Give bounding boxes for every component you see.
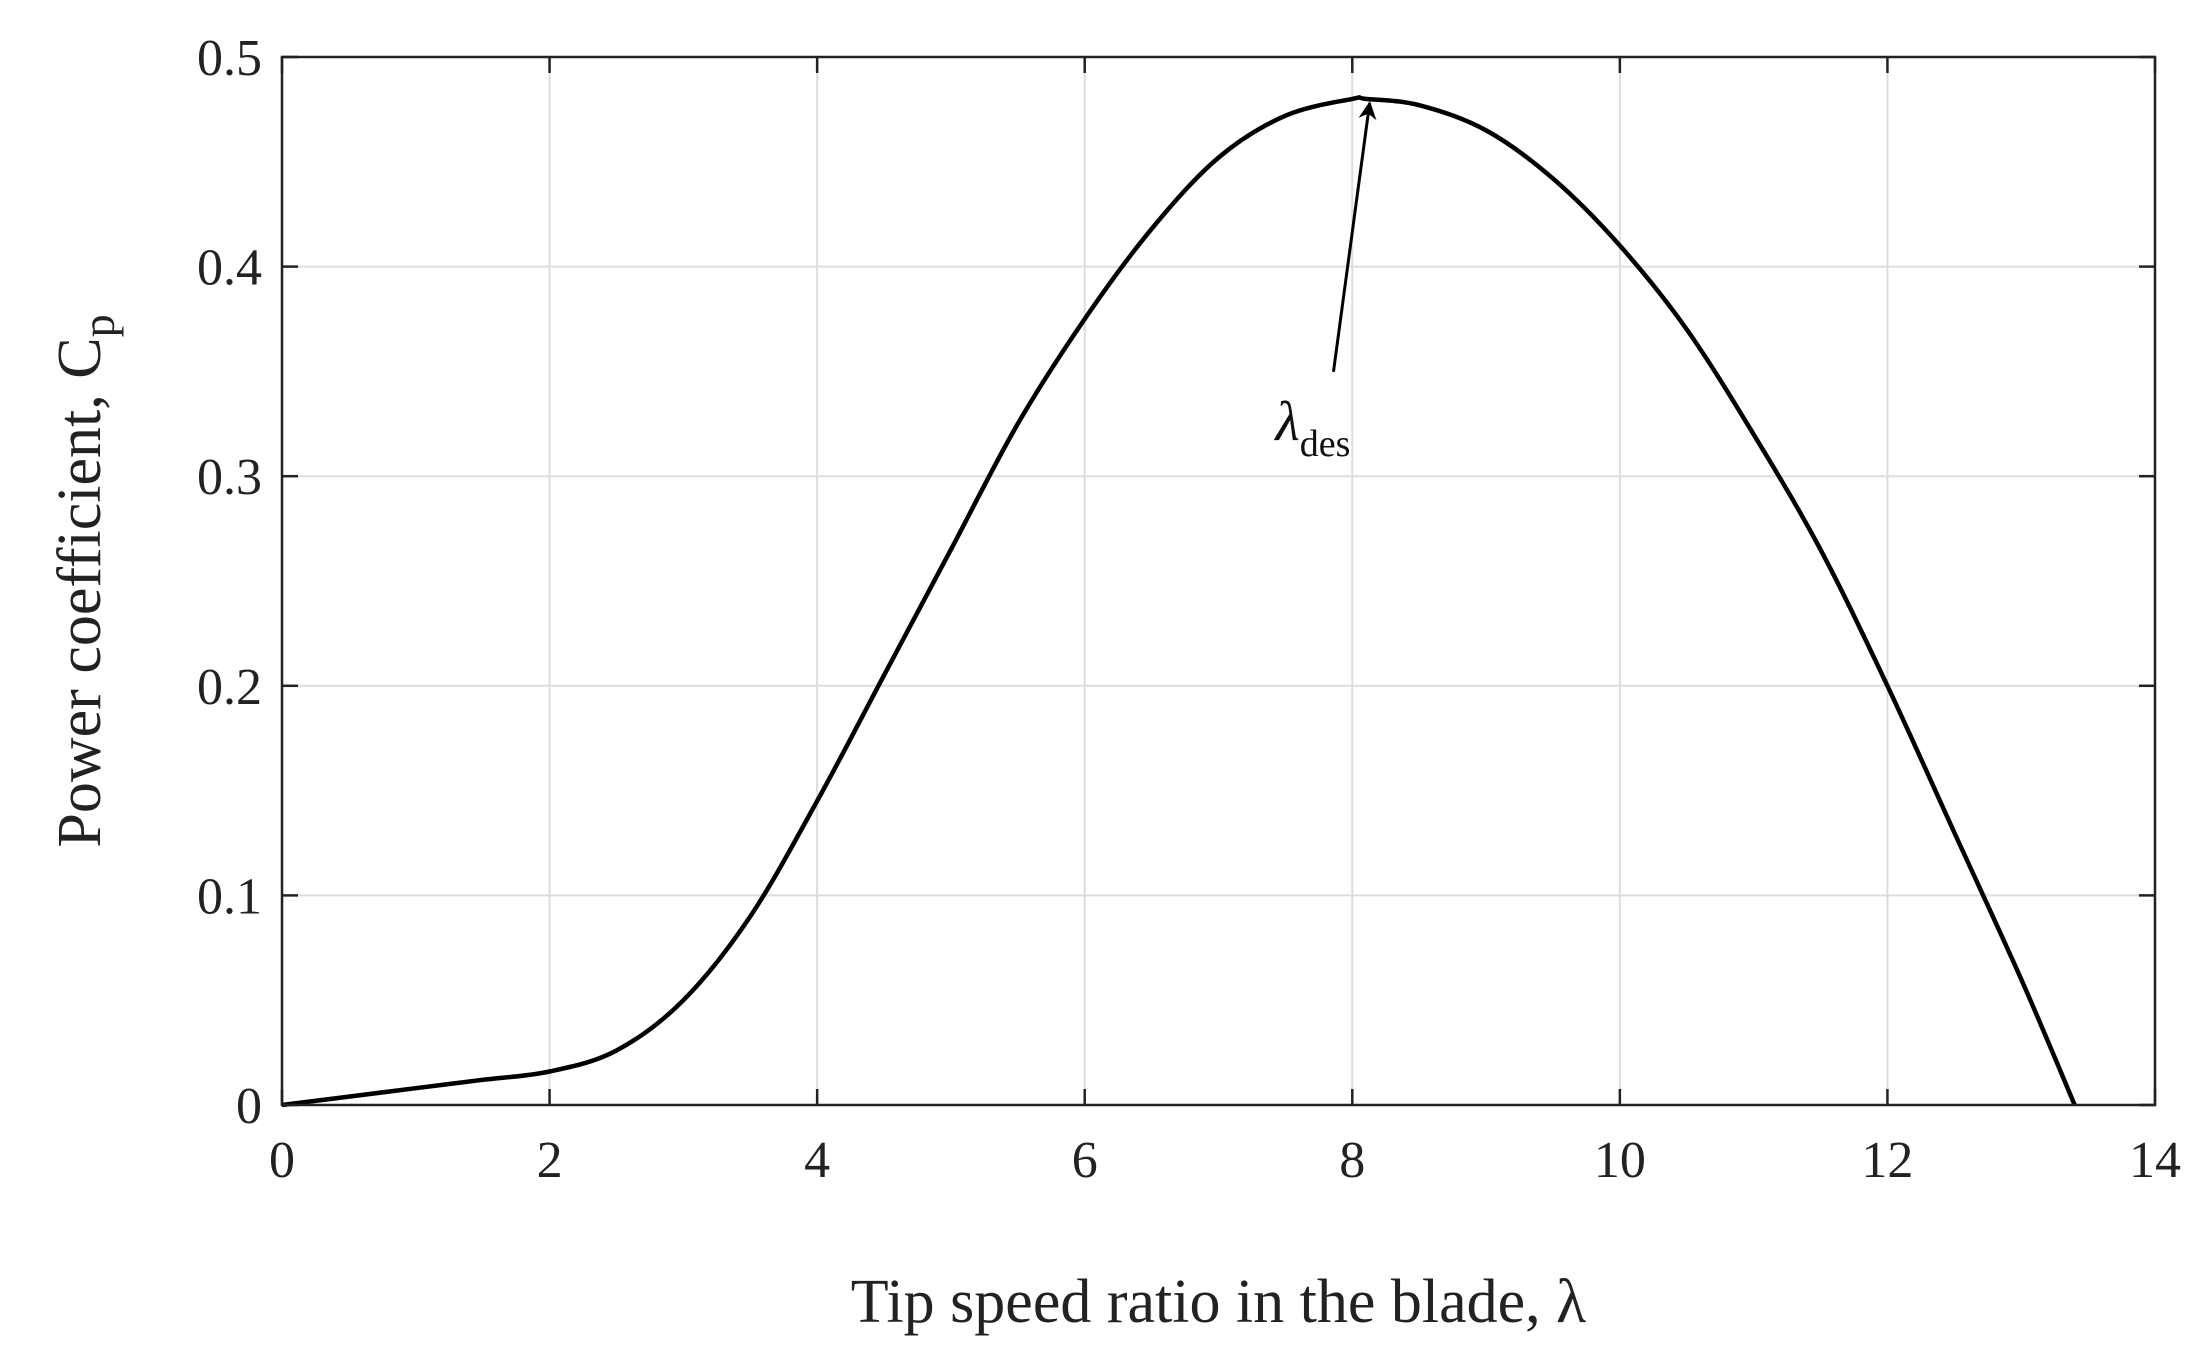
annotation-symbol: λ — [1273, 391, 1299, 453]
y-tick-label: 0.1 — [197, 868, 262, 925]
annotation-arrow — [1331, 101, 1377, 373]
y-tick-label: 0.5 — [197, 30, 262, 87]
y-axis-label-text: Power coefficient, C — [46, 337, 114, 847]
series-layer — [281, 95, 2077, 1108]
y-tick-label: 0 — [236, 1078, 262, 1135]
annotation-subscript: des — [1300, 423, 1351, 465]
annotation-label: λdes — [1273, 391, 1350, 465]
x-tick-labels: 0 2 4 6 8 10 12 14 — [269, 1132, 2181, 1189]
x-tick-label: 14 — [2129, 1132, 2181, 1189]
annotation: λdes — [1273, 101, 1377, 465]
x-tick-label: 2 — [537, 1132, 563, 1189]
x-axis-label-text: Tip speed ratio in the blade, λ — [851, 1268, 1587, 1336]
y-tick-labels: 0 0.1 0.2 0.3 0.4 0.5 — [197, 30, 262, 1135]
y-axis-label-subscript: p — [73, 314, 124, 337]
x-tick-label: 12 — [1861, 1132, 1913, 1189]
x-tick-label: 10 — [1594, 1132, 1646, 1189]
grid — [282, 57, 2155, 1105]
x-tick-label: 0 — [269, 1132, 295, 1189]
x-tick-label: 4 — [804, 1132, 830, 1189]
y-tick-label: 0.3 — [197, 449, 262, 506]
y-tick-label: 0.2 — [197, 659, 262, 716]
x-tick-label: 8 — [1339, 1132, 1365, 1189]
y-tick-label: 0.4 — [197, 240, 262, 297]
tick-marks — [280, 55, 2157, 1107]
x-axis-label: Tip speed ratio in the blade, λ — [851, 1268, 1587, 1336]
y-axis-label: Power coefficient, Cp — [46, 314, 124, 847]
series-line — [281, 95, 2077, 1108]
plot-frame — [280, 55, 2157, 1107]
x-tick-label: 6 — [1072, 1132, 1098, 1189]
